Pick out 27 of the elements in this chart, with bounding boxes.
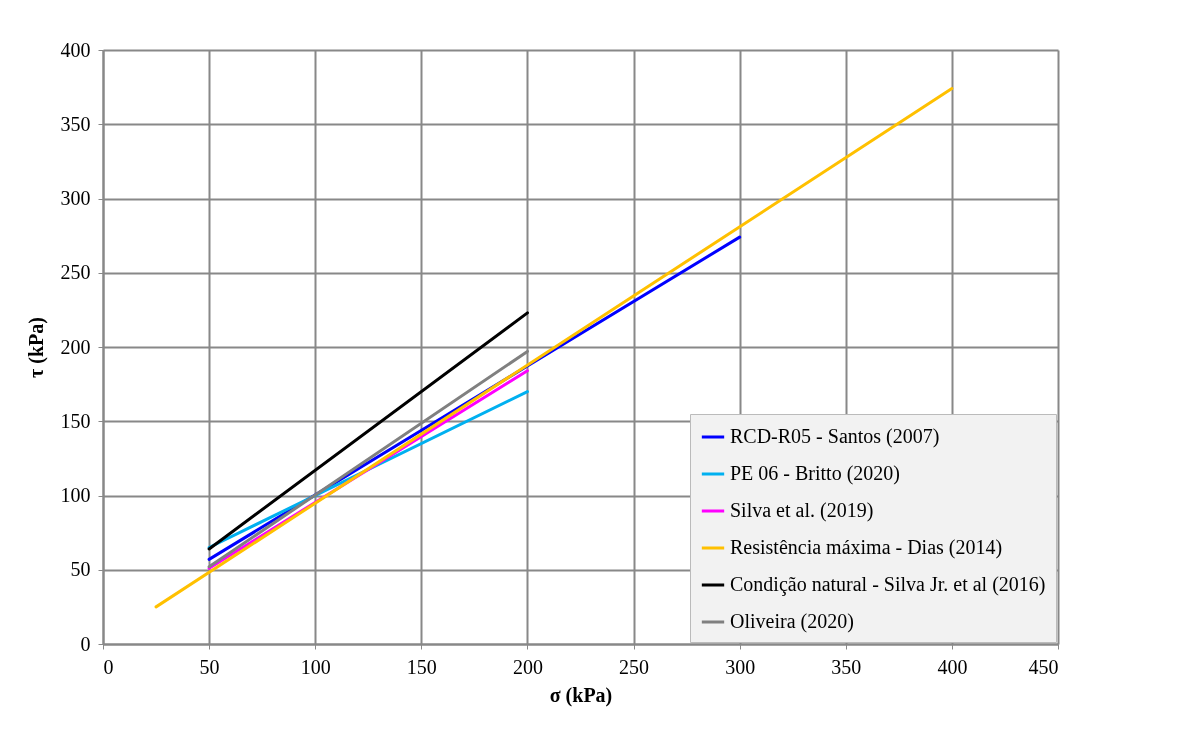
y-tick-label: 300 <box>60 187 91 209</box>
y-tick-label: 400 <box>60 38 91 61</box>
x-tick-label: 400 <box>937 655 968 678</box>
legend-label: PE 06 - Britto (2020) <box>730 462 900 485</box>
x-tick-label: 450 <box>1028 655 1059 678</box>
x-axis-title: σ (kPa) <box>549 683 613 707</box>
y-tick-label: 250 <box>60 261 91 284</box>
legend-label: Resistência máxima - Dias (2014) <box>730 536 1003 559</box>
x-tick-label: 200 <box>512 655 543 678</box>
y-axis-title: τ (kPa) <box>24 317 48 378</box>
legend-label: RCD-R05 - Santos (2007) <box>730 425 940 448</box>
x-tick-label: 250 <box>619 655 650 678</box>
y-tick-label: 50 <box>70 558 91 581</box>
y-tick-label: 150 <box>60 409 91 432</box>
legend-label: Condição natural - Silva Jr. et al (2016) <box>730 573 1046 596</box>
x-tick-label: 50 <box>199 655 220 678</box>
x-tick-label: 150 <box>406 655 437 678</box>
legend-label: Oliveira (2020) <box>730 610 854 633</box>
x-tick-label: 100 <box>300 655 331 678</box>
y-tick-label: 0 <box>80 632 91 655</box>
x-tick-label: 300 <box>725 655 756 678</box>
y-tick-label: 350 <box>60 112 91 135</box>
y-tick-label: 100 <box>60 484 91 506</box>
x-tick-label: 350 <box>831 655 862 678</box>
y-tick-label: 200 <box>60 335 91 358</box>
x-tick-label: 0 <box>103 655 114 678</box>
legend-label: Silva et al. (2019) <box>730 499 874 522</box>
